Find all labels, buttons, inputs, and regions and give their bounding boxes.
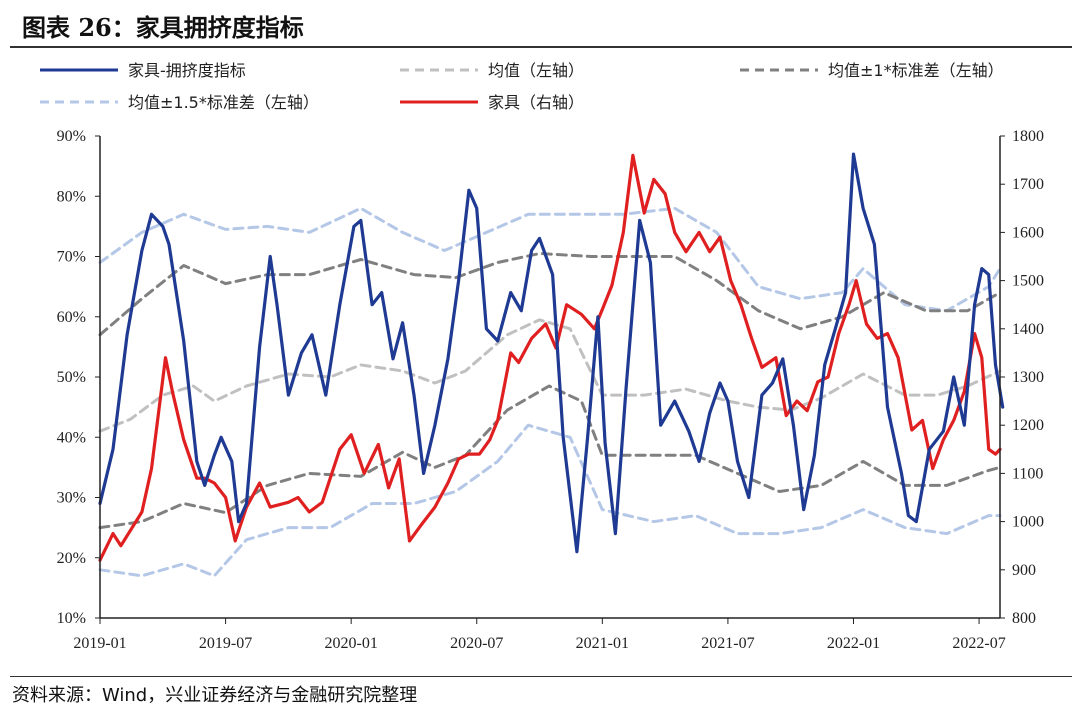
- title-rule: [10, 46, 1072, 48]
- legend-label-mean-1-5std: 均值±1.5*标准差（左轴）: [128, 93, 319, 112]
- right-tick-label: 800: [1012, 610, 1036, 627]
- right-tick-label: 1000: [1012, 514, 1044, 531]
- right-tick-label: 1600: [1012, 224, 1044, 241]
- figure-title: 图表 26：家具拥挤度指标: [22, 13, 304, 42]
- legend: 家具-拥挤度指标 均值（左轴） 均值±1*标准差（左轴） 均值±1.5*标准差（…: [40, 61, 1004, 112]
- legend-item-furniture-index: 家具（右轴）: [400, 93, 584, 112]
- x-tick-label: 2022-07: [952, 635, 1005, 652]
- left-tick-label: 90%: [57, 128, 86, 145]
- left-tick-label: 50%: [57, 369, 86, 386]
- x-tick-label: 2022-01: [827, 635, 880, 652]
- right-tick-label: 1300: [1012, 369, 1044, 386]
- x-tick-label: 2020-01: [324, 635, 377, 652]
- right-tick-label: 1100: [1012, 465, 1043, 482]
- source-rule: [10, 676, 1072, 677]
- series-mean-1-5std-upper: [98, 206, 1002, 313]
- right-tick-label: 1500: [1012, 273, 1044, 290]
- left-tick-label: 60%: [57, 309, 86, 326]
- left-tick-label: 40%: [57, 429, 86, 446]
- plot-area: 10% 20% 30% 40% 50% 60% 70% 80% 90% 800 900 1000 110…: [57, 128, 1044, 652]
- legend-label-mean: 均值（左轴）: [488, 61, 584, 80]
- right-tick-label: 1200: [1012, 417, 1044, 434]
- x-tick-label: 2021-07: [701, 635, 754, 652]
- x-tick-label: 2019-01: [73, 635, 126, 652]
- left-tick-label: 20%: [57, 550, 86, 567]
- source-note: 资料来源：Wind，兴业证券经济与金融研究院整理: [12, 685, 418, 706]
- series-mean-1-5std-lower: [98, 423, 1002, 578]
- series-furniture-crowding: [98, 152, 1005, 554]
- left-tick-label: 30%: [57, 490, 86, 507]
- left-tick-label: 70%: [57, 249, 86, 266]
- x-tick-label: 2019-07: [199, 635, 252, 652]
- legend-item-mean-1std: 均值±1*标准差（左轴）: [740, 61, 1004, 80]
- x-tick-label: 2021-01: [576, 635, 629, 652]
- right-tick-label: 1400: [1012, 321, 1044, 338]
- legend-item-mean-1-5std: 均值±1.5*标准差（左轴）: [40, 93, 319, 112]
- left-tick-label: 80%: [57, 188, 86, 205]
- chart: 家具-拥挤度指标 均值（左轴） 均值±1*标准差（左轴） 均值±1.5*标准差（…: [40, 61, 1044, 652]
- x-tick-label: 2020-07: [450, 635, 503, 652]
- series-layer: [98, 152, 1005, 578]
- legend-item-furniture-crowding: 家具-拥挤度指标: [40, 61, 246, 80]
- series-mean: [98, 318, 1002, 433]
- left-tick-label: 10%: [57, 610, 86, 627]
- right-tick-label: 1700: [1012, 176, 1044, 193]
- legend-label-furniture-index: 家具（右轴）: [488, 93, 584, 112]
- legend-label-furniture-crowding: 家具-拥挤度指标: [128, 61, 246, 80]
- axes-layer: 10% 20% 30% 40% 50% 60% 70% 80% 90% 800 900 1000 110…: [57, 128, 1044, 652]
- legend-item-mean: 均值（左轴）: [400, 61, 584, 80]
- series-mean-1std-lower: [98, 384, 1002, 530]
- series-furniture-index: [98, 153, 1002, 562]
- right-tick-label: 900: [1012, 562, 1036, 579]
- right-tick-label: 1800: [1012, 128, 1044, 145]
- legend-label-mean-1std: 均值±1*标准差（左轴）: [828, 61, 1004, 80]
